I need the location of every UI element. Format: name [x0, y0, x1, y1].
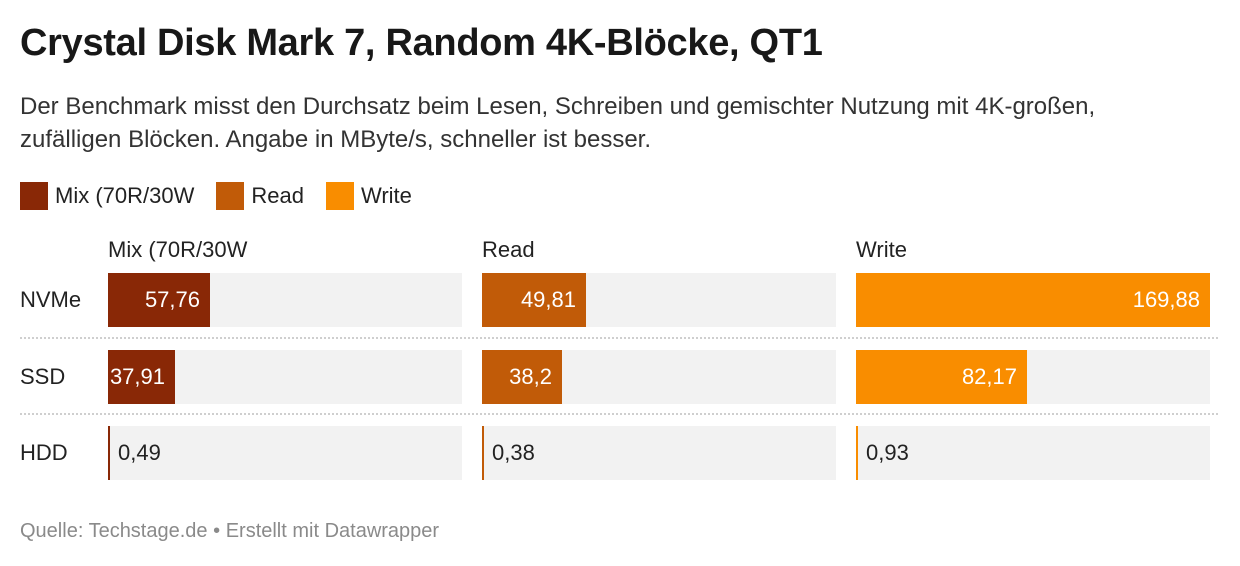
bar-track: 49,81	[482, 273, 836, 327]
row-separator	[20, 337, 1218, 339]
bar	[856, 350, 1027, 404]
legend-label: Read	[251, 183, 304, 208]
bar	[482, 350, 562, 404]
legend-label: Write	[360, 183, 412, 208]
row-label: SSD	[20, 364, 66, 389]
chart-title: Crystal Disk Mark 7, Random 4K-Blöcke, Q…	[20, 22, 823, 64]
bar-value-label: 0,38	[492, 440, 535, 465]
panel-header: Read	[482, 237, 535, 262]
bar	[108, 426, 110, 480]
legend-swatch	[20, 182, 48, 210]
bar-track: 0,93	[856, 426, 1210, 480]
legend-label: Mix (70R/30W	[55, 183, 195, 208]
source-text: Quelle: Techstage.de	[20, 520, 208, 542]
bar	[482, 426, 484, 480]
bar-track: 0,49	[108, 426, 462, 480]
bar-track: 57,76	[108, 273, 462, 327]
row-label: HDD	[20, 440, 68, 465]
bar-value-label: 57,76	[144, 287, 200, 312]
bar	[856, 426, 858, 480]
bar	[108, 350, 175, 404]
panel-header: Mix (70R/30W	[108, 237, 248, 262]
bar-value-label: 0,93	[866, 440, 909, 465]
legend-item-0: Mix (70R/30W	[20, 182, 194, 210]
chart-subtitle: Der Benchmark misst den Durchsatz beim L…	[20, 93, 1096, 153]
footer: Quelle: Techstage.de • Erstellt mit Data…	[20, 520, 439, 543]
bar-value-label: 0,49	[118, 440, 161, 465]
bar	[856, 273, 1210, 327]
legend: Mix (70R/30W Read Write	[20, 182, 434, 210]
legend-item-1: Read	[216, 182, 304, 210]
bar-value-label: 37,91	[109, 364, 165, 389]
bar-value-label: 82,17	[961, 364, 1017, 389]
footer-separator: •	[213, 520, 221, 542]
legend-swatch	[325, 182, 354, 210]
bar-track: 169,88	[856, 273, 1210, 327]
bar-track: 0,38	[482, 426, 836, 480]
bar-track: 82,17	[856, 350, 1210, 404]
panel-header: Write	[856, 237, 907, 262]
bar-value-label: 38,2	[509, 364, 552, 389]
legend-item-2: Write	[325, 182, 412, 210]
row-separator	[20, 413, 1218, 415]
legend-swatch	[216, 182, 245, 210]
bar	[108, 273, 210, 327]
bar-value-label: 49,81	[520, 287, 576, 312]
row-label: NVMe	[20, 287, 82, 312]
bar-value-label: 169,88	[1132, 287, 1200, 312]
bar	[482, 273, 586, 327]
bar-track: 38,2	[482, 350, 836, 404]
credit-text: Erstellt mit Datawrapper	[225, 520, 440, 542]
bar-track: 37,91	[108, 350, 462, 404]
